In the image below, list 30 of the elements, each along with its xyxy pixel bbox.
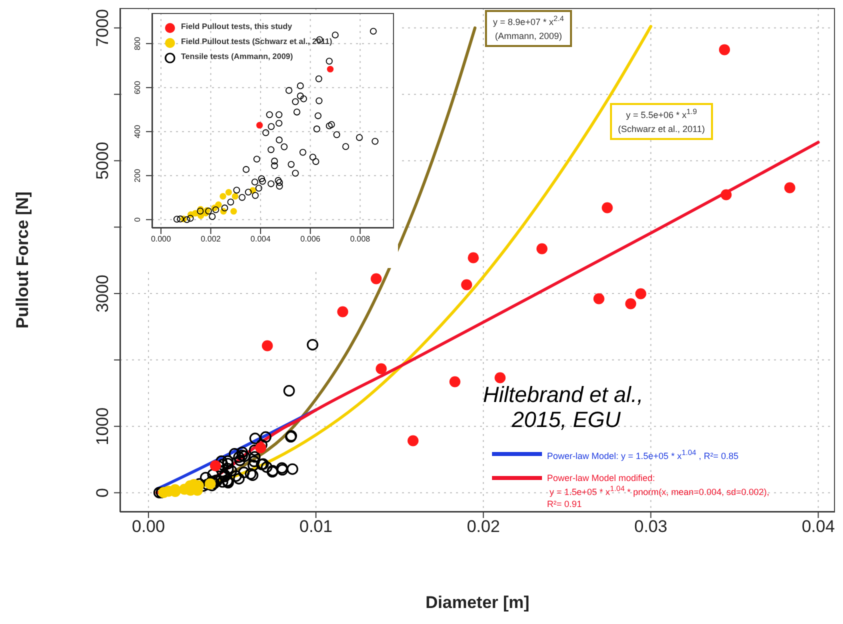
x-tick-label: 0.00 xyxy=(132,517,166,536)
annotation: Hiltebrand et al., 2015, EGU xyxy=(483,382,644,433)
y-tick-label: 400 xyxy=(133,124,142,138)
y-tick-label: 0 xyxy=(133,216,142,222)
annotation: y = 5.5e+06 * x$^{1.9}$ (Schwarz et al., 2011) xyxy=(610,103,713,140)
x-axis-title: Diameter [m] xyxy=(426,593,530,612)
x-tick-label: 0.004 xyxy=(250,234,272,244)
y-axis-title: Pullout Force [N] xyxy=(13,192,32,328)
x-tick-label: 0.008 xyxy=(350,234,371,244)
y-tick-label: 5000 xyxy=(93,142,112,180)
text: Power-law Model: y = 1.5e+05 * x$^{1.04}$ , R²= 0.85 xyxy=(547,448,738,462)
y-tick-label: 800 xyxy=(133,36,142,50)
y-tick-label: 0 xyxy=(93,488,112,498)
annotation: y = 8.9e+07 * x$^{2.4}$ (Ammann, 2009) xyxy=(485,10,572,47)
legend-label: Field Pullout tests (Schwarz et al., 2011) xyxy=(181,37,332,48)
x-tick-label: 0.006 xyxy=(300,234,321,244)
x-tick-label: 0.000 xyxy=(150,234,172,244)
y-tick-label: 3000 xyxy=(93,274,112,312)
x-tick-label: 0.002 xyxy=(200,234,222,244)
y-tick-label: 200 xyxy=(133,168,142,182)
y-tick-label: 1000 xyxy=(93,407,112,446)
y-tick-label: 600 xyxy=(133,80,142,94)
y-tick-label: 7000 xyxy=(93,9,112,47)
x-tick-label: 0.03 xyxy=(634,517,668,536)
legend-label: Field Pullout tests, this study xyxy=(181,22,292,33)
legend-label: Tensile tests (Ammann, 2009) xyxy=(181,52,293,63)
x-tick-label: 0.01 xyxy=(299,517,332,536)
x-tick-label: 0.04 xyxy=(802,517,835,536)
x-tick-label: 0.02 xyxy=(466,517,500,536)
text: Power-law Model modified: y = 1.5e+05 * x$^{1.04}$ * pnorm(x, mean=0.004, sd=0.002), R²= 0.91 xyxy=(547,473,770,510)
